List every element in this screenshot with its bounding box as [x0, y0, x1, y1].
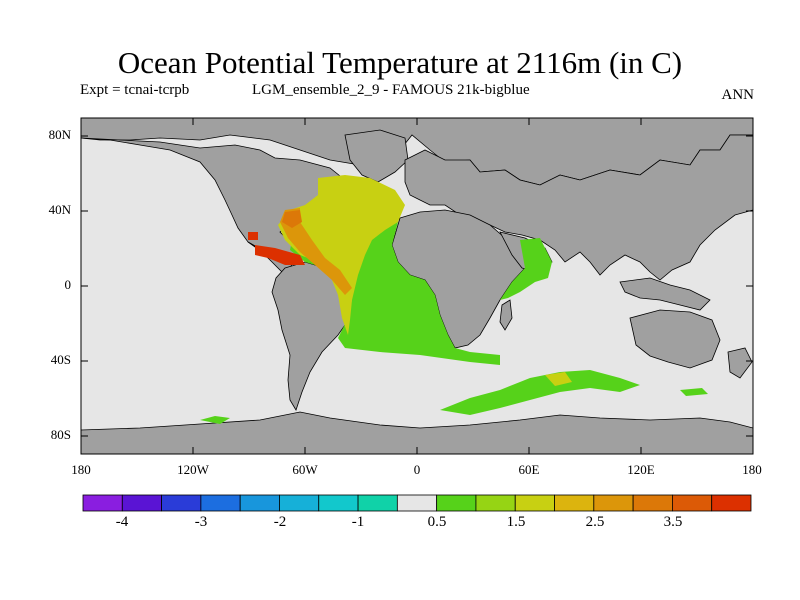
- land-madagascar: [499, 299, 513, 331]
- experiment-label: Expt = tcnai-tcrpb: [80, 82, 190, 98]
- season-label: ANN: [721, 87, 755, 103]
- colorbar-label: -4: [115, 514, 129, 530]
- colorbar-swatch: [121, 494, 162, 512]
- colorbar-label: -3: [194, 514, 208, 530]
- lat-ticks: [81, 135, 753, 437]
- run-name-label: LGM_ensemble_2_9 - FAMOUS 21k-bigblue: [252, 82, 530, 98]
- lat-label-0: 0: [64, 277, 72, 292]
- lat-label-40s: 40S: [50, 352, 71, 367]
- colorbar-swatch: [593, 494, 634, 512]
- chart-title: Ocean Potential Temperature at 2116m (in…: [117, 45, 683, 80]
- colorbar-swatch: [672, 494, 713, 512]
- colorbar-swatch: [475, 494, 516, 512]
- lon-ticks: [192, 118, 642, 454]
- atlantic-yellow-field: [278, 175, 405, 335]
- colorbar: [82, 494, 752, 512]
- colorbar-swatch: [161, 494, 202, 512]
- land-antarctica: [81, 411, 753, 454]
- colorbar-label: 3.5: [663, 514, 683, 530]
- colorbar-label: 1.5: [506, 514, 526, 530]
- colorbar-label: -2: [273, 514, 287, 530]
- land-new-zealand: [727, 347, 753, 379]
- colorbar-swatch: [554, 494, 595, 512]
- colorbar-swatch: [436, 494, 477, 512]
- lon-label-60e: 60E: [518, 462, 540, 477]
- land-australia: [629, 309, 721, 369]
- us-east-coast-orange: [282, 210, 302, 228]
- colorbar-label: 0.5: [427, 514, 447, 530]
- lon-label-180e: 180: [742, 462, 762, 477]
- southern-ocean-yellow-patch: [545, 372, 572, 386]
- colorbar-swatch: [514, 494, 555, 512]
- colorbar-swatch: [279, 494, 320, 512]
- colorbar-label: 2.5: [585, 514, 605, 530]
- colorbar-swatch: [632, 494, 673, 512]
- map-area: [81, 118, 753, 454]
- colorbar-swatch: [711, 494, 752, 512]
- colorbar-swatch: [239, 494, 280, 512]
- lat-label-80n: 80N: [48, 127, 71, 142]
- caribbean-red-patch: [255, 245, 305, 265]
- colorbar-swatch: [357, 494, 398, 512]
- colorbar-swatch: [318, 494, 359, 512]
- colorbar-swatch: [200, 494, 241, 512]
- lat-label-40n: 40N: [48, 202, 71, 217]
- colorbar-swatch: [396, 494, 438, 512]
- southern-ocean-green-patch-east: [680, 388, 708, 396]
- lon-label-60w: 60W: [292, 462, 318, 477]
- colorbar-swatch: [82, 494, 123, 512]
- land-greenland: [344, 129, 409, 183]
- gulf-mexico-red-patch: [248, 232, 258, 240]
- colorbar-label: -1: [351, 514, 365, 530]
- lon-label-0: 0: [413, 462, 421, 477]
- indian-ocean-green-field: [500, 238, 552, 300]
- lon-label-180w: 180: [71, 462, 91, 477]
- lat-label-80s: 80S: [50, 427, 71, 442]
- southern-ocean-green-patch-west: [200, 416, 230, 424]
- southern-ocean-green-field: [440, 370, 640, 415]
- gulf-stream-orange: [280, 208, 352, 295]
- land-maritime-asia: [619, 277, 711, 311]
- lon-label-120w: 120W: [177, 462, 209, 477]
- lon-label-120e: 120E: [627, 462, 655, 477]
